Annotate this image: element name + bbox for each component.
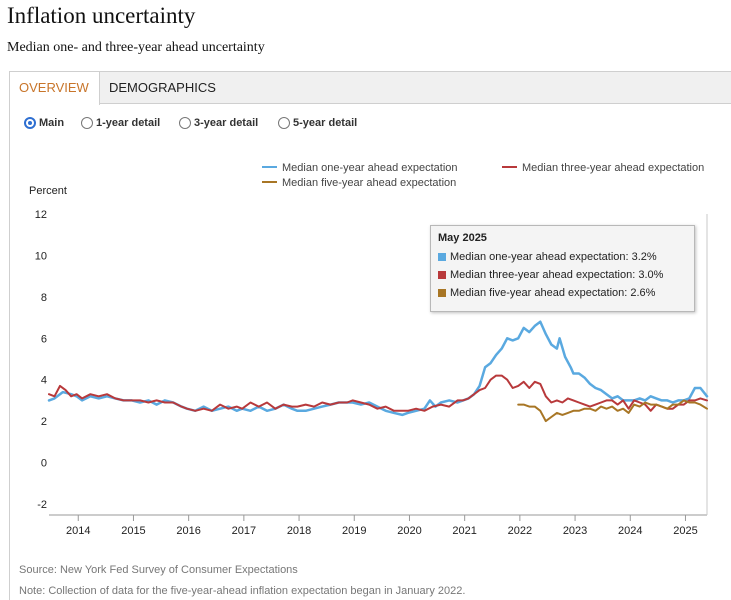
radio-label: 1-year detail: [96, 117, 161, 129]
tooltip-text: Median five-year ahead expectation: 2.6%: [450, 287, 656, 299]
x-tick-label: 2023: [563, 525, 587, 537]
tooltip-text: Median one-year ahead expectation: 3.2%: [450, 251, 657, 263]
legend-label: Median three-year ahead expectation: [522, 162, 704, 174]
data-note: Note: Collection of data for the five-ye…: [19, 585, 466, 597]
x-tick-label: 2017: [232, 525, 256, 537]
y-tick-label: 10: [35, 250, 47, 262]
tooltip-swatch: [438, 253, 446, 261]
series-line-three-year: [48, 374, 708, 412]
source-note: Source: New York Fed Survey of Consumer …: [19, 564, 298, 576]
radio-dot: [278, 117, 290, 129]
tooltip-row-three-year: Median three-year ahead expectation: 3.0…: [438, 266, 687, 284]
y-tick-label: 4: [41, 375, 47, 387]
legend-label: Median one-year ahead expectation: [282, 162, 458, 174]
radio-dot: [24, 117, 36, 129]
tooltip-row-one-year: Median one-year ahead expectation: 3.2%: [438, 248, 687, 266]
chart-panel: OVERVIEW DEMOGRAPHICS Main 1-year detail…: [9, 71, 731, 600]
x-tick-label: 2019: [342, 525, 366, 537]
radio-5-year-detail[interactable]: 5-year detail: [278, 114, 357, 132]
y-tick-label: 2: [41, 416, 47, 428]
page-title: Inflation uncertainty: [7, 3, 196, 28]
radio-label: 3-year detail: [194, 117, 259, 129]
radio-main[interactable]: Main: [24, 114, 64, 132]
x-tick-label: 2025: [673, 525, 697, 537]
x-tick-label: 2015: [121, 525, 145, 537]
tooltip-text: Median three-year ahead expectation: 3.0…: [450, 269, 664, 281]
radio-dot: [179, 117, 191, 129]
legend-label: Median five-year ahead expectation: [282, 177, 456, 189]
x-tick-label: 2020: [397, 525, 421, 537]
y-tick-label: 8: [41, 292, 47, 304]
radio-3-year-detail[interactable]: 3-year detail: [179, 114, 258, 132]
x-tick-label: 2014: [66, 525, 90, 537]
chart-tooltip: May 2025 Median one-year ahead expectati…: [430, 225, 695, 312]
tooltip-swatch: [438, 289, 446, 297]
tooltip-title: May 2025: [438, 232, 487, 244]
y-tick-label: 0: [41, 458, 47, 470]
x-tick-label: 2022: [508, 525, 532, 537]
x-tick-label: 2024: [618, 525, 642, 537]
y-tick-label: 6: [41, 333, 47, 345]
tooltip-row-five-year: Median five-year ahead expectation: 2.6%: [438, 284, 687, 302]
y-tick-label: 12: [35, 209, 47, 221]
chart-legend: Median one-year ahead expectation Median …: [262, 162, 704, 189]
x-tick-label: 2021: [452, 525, 476, 537]
x-axis: 2014 2015 2016 2017 2018 2019 2020 2021 2022 2023…: [49, 214, 708, 537]
radio-label: Main: [39, 117, 65, 129]
tab-bar: OVERVIEW DEMOGRAPHICS: [10, 72, 731, 105]
radio-dot: [81, 117, 93, 129]
x-tick-label: 2018: [287, 525, 311, 537]
radio-1-year-detail[interactable]: 1-year detail: [81, 114, 160, 132]
tab-demographics[interactable]: DEMOGRAPHICS: [109, 80, 216, 95]
page-subtitle: Median one- and three-year ahead uncerta…: [7, 40, 265, 55]
radio-label: 5-year detail: [293, 117, 358, 129]
tab-overview[interactable]: OVERVIEW: [10, 72, 100, 105]
y-axis: -2 0 2 4 6 8 10 12: [35, 209, 47, 511]
series-line-five-year: [517, 399, 708, 423]
y-tick-label: -2: [37, 499, 47, 511]
tooltip-swatch: [438, 271, 446, 279]
series-lines: [47, 320, 709, 423]
y-axis-label: Percent: [29, 185, 67, 197]
x-tick-label: 2016: [176, 525, 200, 537]
